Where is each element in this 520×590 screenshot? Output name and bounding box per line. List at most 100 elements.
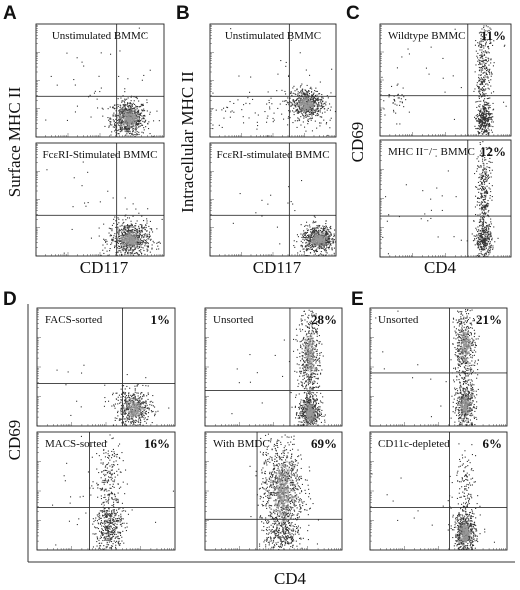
event-dot: [484, 191, 486, 193]
event-dot: [110, 235, 112, 237]
event-dot: [125, 225, 127, 227]
event-dot-core: [316, 237, 318, 239]
event-dot: [140, 243, 142, 245]
event-dot-core: [302, 106, 304, 108]
event-dot: [104, 125, 106, 127]
event-dot: [318, 99, 320, 101]
event-dot: [483, 211, 485, 213]
event-dot: [314, 100, 316, 102]
event-dot: [233, 111, 235, 113]
event-dot: [296, 109, 298, 111]
event-dot: [481, 63, 483, 65]
event-dot: [489, 27, 491, 29]
event-dot: [484, 118, 486, 120]
event-dot-core: [319, 242, 322, 244]
event-dot: [392, 102, 394, 104]
event-dot-core: [134, 246, 137, 249]
event-dot: [481, 114, 483, 116]
event-dot: [127, 234, 129, 236]
event-dot: [491, 131, 493, 133]
event-dot: [135, 115, 137, 117]
event-dot: [144, 243, 146, 245]
event-dot: [127, 252, 129, 254]
event-dot: [118, 110, 120, 112]
event-dot: [114, 216, 116, 218]
event-dot: [317, 111, 319, 113]
event-dot: [124, 125, 126, 127]
event-dot: [298, 106, 300, 108]
event-dot: [481, 193, 483, 195]
event-dot: [483, 106, 485, 108]
event-dot: [490, 59, 492, 61]
event-dot: [328, 231, 330, 233]
event-dot: [483, 93, 485, 95]
event-dot: [314, 231, 316, 233]
event-dot: [324, 232, 326, 234]
event-dot: [115, 226, 117, 228]
event-dot: [134, 103, 136, 105]
event-dot: [479, 83, 481, 85]
event-dot: [126, 208, 128, 210]
event-dot: [477, 60, 479, 62]
event-dot: [485, 205, 487, 207]
event-dot: [140, 114, 142, 116]
event-dot: [124, 197, 126, 199]
event-dot: [317, 246, 319, 248]
event-dot: [477, 181, 479, 183]
event-dot: [112, 106, 114, 108]
event-dot: [311, 244, 313, 246]
event-dot-core: [125, 110, 127, 112]
event-dot: [328, 242, 330, 244]
event-dot: [120, 105, 122, 107]
event-dot: [477, 42, 479, 44]
event-dot: [113, 104, 115, 106]
event-dot: [478, 119, 480, 121]
event-dot: [107, 190, 109, 192]
event-dot: [128, 217, 130, 219]
event-dot: [327, 241, 329, 243]
event-dot: [98, 75, 100, 77]
event-dot: [135, 225, 137, 227]
event-dot: [329, 119, 331, 121]
event-dot: [481, 31, 483, 33]
event-dot: [115, 129, 117, 131]
event-dot: [303, 97, 305, 99]
event-dot: [112, 119, 114, 121]
event-dot: [148, 236, 150, 238]
event-dot: [132, 129, 134, 131]
event-dot: [480, 74, 482, 76]
event-dot: [321, 106, 323, 108]
event-dot-core: [128, 116, 130, 118]
event-dot: [485, 59, 487, 61]
event-dot: [310, 86, 312, 88]
event-dot: [477, 130, 479, 132]
event-dot: [479, 78, 481, 80]
event-dot: [316, 113, 318, 115]
event-dot: [138, 250, 140, 252]
event-dot: [483, 192, 485, 194]
event-dot: [137, 234, 139, 236]
event-dot: [481, 36, 483, 38]
event-dot: [486, 67, 488, 69]
event-dot-core: [130, 116, 132, 119]
event-density-core: [116, 108, 140, 131]
event-dot: [307, 244, 309, 246]
event-dot: [116, 229, 118, 231]
event-dot: [135, 222, 137, 224]
event-dot: [302, 238, 304, 240]
event-dot: [488, 29, 490, 31]
event-dot: [476, 119, 478, 121]
event-dot: [125, 249, 127, 251]
event-dot: [489, 188, 491, 190]
event-dot: [141, 110, 143, 112]
event-dot: [108, 227, 110, 229]
event-dot: [483, 76, 485, 78]
event-dot: [490, 62, 492, 64]
event-dot: [137, 121, 139, 123]
event-dot: [489, 97, 491, 99]
event-dot: [330, 225, 332, 227]
event-dot: [489, 252, 491, 254]
event-dot: [485, 232, 487, 234]
event-dot: [277, 73, 279, 75]
event-dot: [313, 250, 315, 252]
